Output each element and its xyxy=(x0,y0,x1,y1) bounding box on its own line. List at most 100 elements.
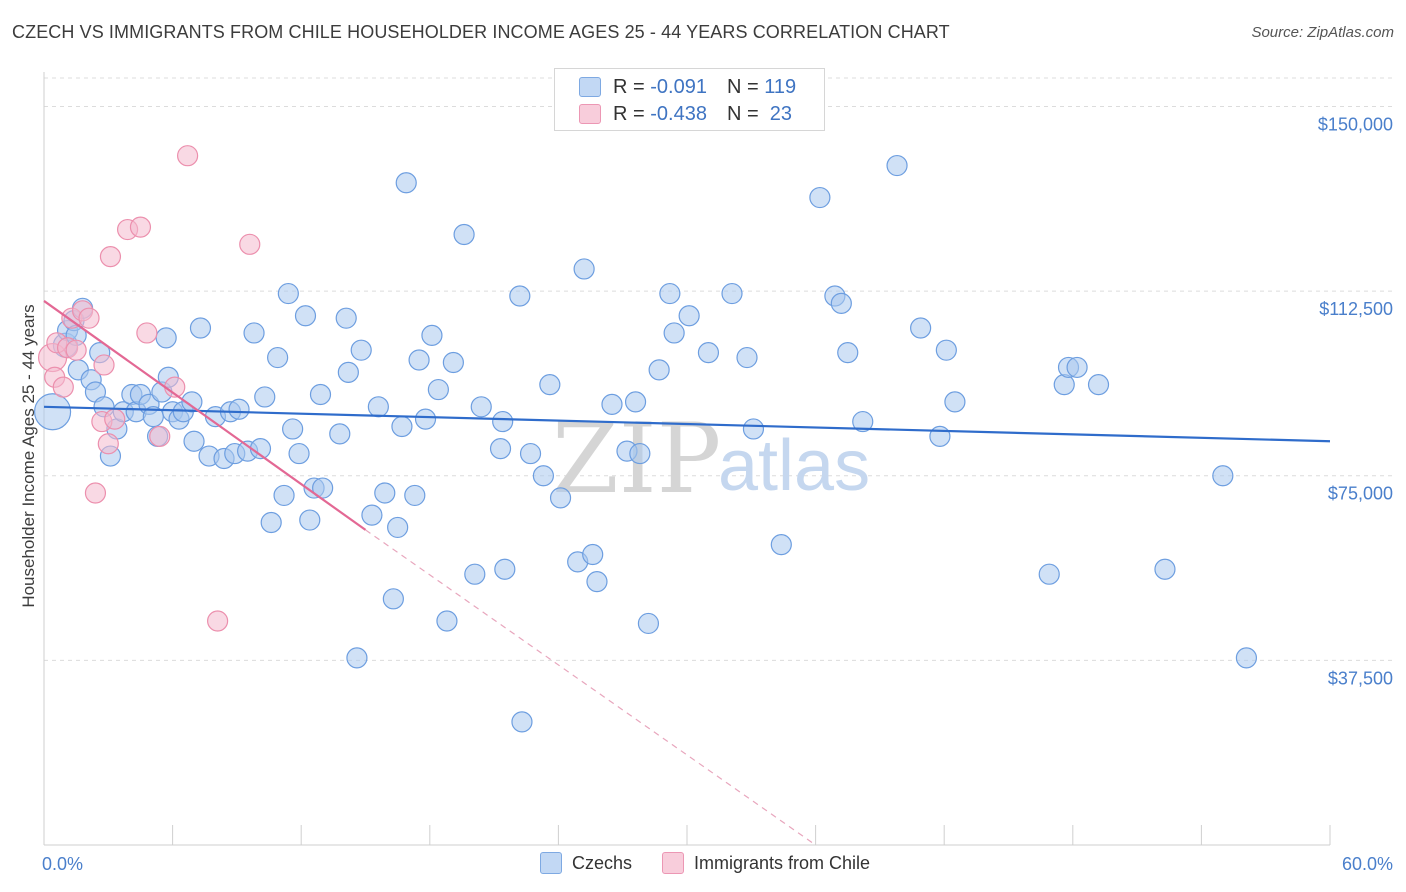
czechs-point xyxy=(809,186,831,209)
czechs-point xyxy=(427,378,449,401)
legend-r-label: R = xyxy=(613,75,651,98)
legend-swatch-chile xyxy=(662,852,685,874)
czechs-point xyxy=(629,442,651,465)
czechs-point xyxy=(267,346,289,369)
czechs-point xyxy=(181,391,203,413)
czechs-point xyxy=(33,393,72,431)
legend-item-chile[interactable]: Immigrants from Chile xyxy=(662,852,870,874)
czechs-point xyxy=(470,396,492,418)
czechs-point xyxy=(294,305,317,327)
czechs-point xyxy=(299,509,321,531)
czechs-point xyxy=(886,154,908,177)
czechs-point xyxy=(189,317,212,339)
axes: $37,500 $75,000 $112,500 $150,000 0.0% 60.0% xyxy=(42,72,1393,874)
series-legend: Czechs Immigrants from Chile xyxy=(540,852,900,874)
chile-point xyxy=(136,322,158,344)
czechs-point xyxy=(624,391,647,413)
trend-lines xyxy=(43,300,1331,846)
czechs-point xyxy=(509,285,531,307)
correlation-legend: R = -0.091 N = 119 R = -0.438 N = 23 xyxy=(554,68,825,131)
czechs-point xyxy=(489,438,512,460)
chile-point xyxy=(93,354,115,376)
czechs-point xyxy=(329,423,351,445)
czechs-point xyxy=(346,647,368,669)
legend-n-label: N = xyxy=(726,102,765,125)
czechs-point xyxy=(382,588,404,610)
chile-trend-line xyxy=(43,300,367,531)
czechs-point xyxy=(374,482,396,504)
legend-n-label: N = xyxy=(726,75,765,98)
czechs-point xyxy=(243,322,265,344)
chile-trend-line-extension xyxy=(365,529,816,846)
legend-swatch-czechs xyxy=(579,77,601,97)
chile-point xyxy=(207,610,229,632)
czechs-point xyxy=(183,430,205,452)
czechs-point xyxy=(260,511,282,534)
chile-point xyxy=(84,482,107,504)
watermark: ZIP atlas xyxy=(552,403,870,515)
czechs-point xyxy=(414,408,437,430)
czechs-point xyxy=(464,563,486,585)
legend-r-value: -0.091 xyxy=(650,75,707,98)
czechs-point xyxy=(830,292,852,315)
legend-r-value: -0.438 xyxy=(650,102,707,125)
legend-n-value: 119 xyxy=(764,75,797,98)
watermark-atlas: atlas xyxy=(718,426,870,506)
czechs-point xyxy=(637,612,660,635)
czechs-point xyxy=(288,442,310,465)
chile-point xyxy=(99,246,122,268)
czechs-point xyxy=(586,570,608,593)
chile-point xyxy=(97,433,119,455)
chile-point xyxy=(52,376,74,398)
x-tick-label: 60.0% xyxy=(1342,854,1393,874)
czechs-point xyxy=(678,305,700,327)
czechs-point xyxy=(492,410,514,433)
czechs-point xyxy=(421,324,443,347)
legend-row-czechs: R = -0.091 N = 119 xyxy=(579,75,796,99)
legend-swatch-chile xyxy=(579,104,601,124)
czechs-point xyxy=(852,410,874,433)
czechs-point xyxy=(721,282,743,305)
czechs-point xyxy=(277,282,299,305)
czechs-point xyxy=(697,342,720,364)
y-tick-label: $75,000 xyxy=(1328,484,1393,504)
czechs-point xyxy=(408,349,430,371)
czechs-point xyxy=(770,534,792,556)
czechs-point xyxy=(736,346,758,369)
czechs-point xyxy=(1066,356,1088,379)
legend-label-chile: Immigrants from Chile xyxy=(694,852,871,873)
czechs-point xyxy=(361,504,383,526)
czechs-point xyxy=(663,322,685,344)
legend-item-czechs[interactable]: Czechs xyxy=(540,852,632,874)
chart-source: Source: ZipAtlas.com xyxy=(1251,24,1394,41)
czechs-point xyxy=(453,223,475,246)
chile-point xyxy=(239,233,261,255)
czechs-point xyxy=(910,317,932,339)
legend-r-label: R = xyxy=(613,102,651,125)
czechs-point xyxy=(1038,563,1060,585)
czechs-point xyxy=(1154,558,1176,580)
czechs-point xyxy=(1212,465,1234,487)
y-tick-label: $112,500 xyxy=(1319,299,1393,319)
czechs-point xyxy=(387,516,409,539)
czechs-point xyxy=(367,396,389,418)
czechs-point xyxy=(442,351,464,374)
czechs-point xyxy=(742,418,765,440)
czechs-point xyxy=(532,465,554,487)
czechs-point xyxy=(944,391,966,413)
czechs-point xyxy=(436,610,458,632)
legend-n-value: 23 xyxy=(764,102,793,125)
y-tick-label: $37,500 xyxy=(1328,668,1393,688)
chart-title: CZECH VS IMMIGRANTS FROM CHILE HOUSEHOLD… xyxy=(12,22,950,42)
czechs-point xyxy=(155,327,177,349)
czechs-point xyxy=(648,359,670,381)
czechs-point xyxy=(582,543,604,566)
czechs-point xyxy=(337,361,359,383)
czechs-point xyxy=(1235,647,1258,669)
czechs-point xyxy=(573,258,595,280)
czechs-point xyxy=(929,425,951,447)
czechs-point xyxy=(511,711,533,733)
chile-point xyxy=(149,425,171,447)
czechs-point xyxy=(404,484,426,507)
